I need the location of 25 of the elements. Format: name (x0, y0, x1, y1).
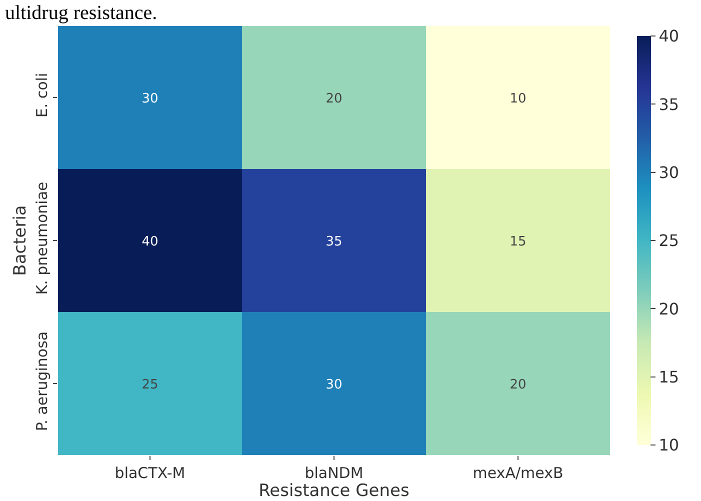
data-label: 10 (510, 92, 526, 107)
data-label: 40 (142, 234, 158, 250)
text: ultidrug resistance. (5, 2, 158, 24)
data-label: 20 (510, 378, 526, 393)
y-axis-title: Bacteria (10, 205, 31, 276)
data-label: 30 (142, 92, 158, 107)
color-bar-label: 10 (658, 436, 680, 455)
y-tick-label: E. coli (33, 72, 51, 118)
data-label: 20 (326, 92, 342, 107)
color-bar-label: 40 (658, 26, 680, 46)
data-label: 25 (142, 378, 158, 393)
color-bar-label: 30 (658, 162, 680, 182)
x-tick-label: blaNDM (304, 464, 364, 482)
data-label: 15 (510, 234, 526, 250)
data-label: 35 (326, 234, 342, 250)
y-tick-label: P. aeruginosa (33, 331, 51, 432)
data-label: 30 (326, 378, 342, 393)
color-bar-label: 35 (658, 94, 680, 114)
color-bar-label: 15 (658, 367, 680, 386)
x-tick-label: blaCTX-M (114, 464, 186, 482)
y-tick-label: K. pneumoniae (33, 182, 51, 295)
x-tick-label: mexA/mexB (472, 464, 564, 482)
x-axis-title: Resistance Genes (258, 481, 410, 501)
color-bar-label: 20 (658, 299, 680, 318)
color-bar-label: 25 (658, 231, 680, 250)
